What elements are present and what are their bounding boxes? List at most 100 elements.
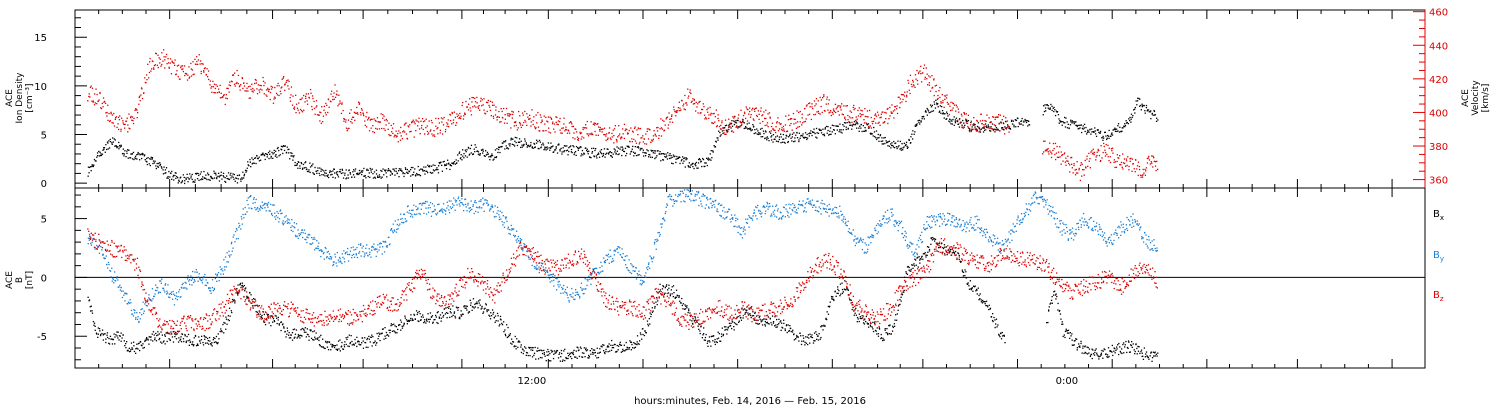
density-point	[1005, 121, 1007, 123]
velocity-point	[207, 70, 210, 72]
velocity-point	[990, 121, 992, 123]
bx-point	[654, 307, 656, 309]
velocity-point	[938, 90, 940, 92]
velocity-point	[96, 103, 98, 105]
velocity-point	[219, 84, 221, 87]
bx-point	[807, 334, 810, 336]
velocity-point	[626, 128, 628, 131]
bx-point	[714, 343, 716, 346]
density-point	[955, 120, 957, 122]
velocity-point	[511, 117, 513, 119]
velocity-point	[234, 85, 236, 87]
velocity-point	[965, 113, 967, 115]
density-point	[949, 121, 951, 123]
velocity-point	[974, 123, 976, 126]
velocity-point	[428, 120, 430, 122]
bx-point	[231, 311, 233, 314]
velocity-point	[848, 116, 851, 118]
velocity-point	[1152, 166, 1154, 168]
velocity-point	[917, 72, 920, 75]
density-point	[898, 145, 900, 147]
bx-point	[354, 338, 356, 341]
velocity-point	[838, 114, 840, 116]
density-point	[1042, 114, 1044, 116]
velocity-point	[1065, 157, 1067, 159]
velocity-point	[671, 115, 673, 117]
velocity-point	[322, 121, 324, 123]
bx-point	[725, 328, 727, 331]
density-point	[794, 140, 796, 142]
bx-point	[771, 315, 774, 317]
bx-point	[385, 331, 388, 334]
density-point	[616, 146, 618, 148]
density-point	[566, 149, 569, 151]
bx-point	[483, 308, 485, 310]
bx-point	[92, 321, 95, 323]
velocity-point	[858, 107, 860, 109]
velocity-point	[140, 94, 142, 96]
bx-point	[366, 337, 369, 339]
bx-point	[583, 347, 585, 349]
density-point	[875, 137, 877, 139]
density-point	[1044, 104, 1046, 106]
density-point	[198, 179, 200, 181]
density-point	[386, 176, 388, 178]
density-point	[747, 128, 749, 130]
density-point	[518, 141, 520, 143]
bx-point	[546, 354, 548, 356]
velocity-point	[105, 112, 107, 114]
bx-point	[684, 304, 686, 306]
velocity-point	[271, 86, 274, 88]
density-point	[849, 124, 851, 126]
bx-point	[841, 282, 843, 284]
bx-point	[314, 336, 316, 338]
density-point	[1134, 108, 1136, 110]
velocity-point	[967, 114, 970, 116]
density-point	[671, 162, 673, 164]
density-point	[1099, 132, 1101, 134]
bx-point	[693, 319, 695, 322]
velocity-point	[308, 97, 311, 99]
bx-point	[797, 336, 799, 338]
density-point	[749, 127, 751, 129]
density-point	[213, 172, 216, 174]
density-point	[1015, 119, 1018, 121]
bx-point	[225, 318, 228, 320]
velocity-point	[300, 98, 302, 101]
velocity-point	[143, 92, 145, 94]
bx-point	[745, 311, 747, 313]
bx-point	[393, 323, 395, 325]
velocity-point	[241, 77, 244, 80]
bx-point	[839, 283, 842, 285]
density-point	[137, 151, 139, 154]
bx-point	[442, 316, 444, 318]
bx-point	[585, 348, 587, 351]
bx-point	[623, 350, 625, 352]
density-point	[385, 172, 387, 174]
bx-point	[118, 339, 120, 341]
bx-point	[271, 315, 273, 317]
density-point	[1021, 117, 1023, 120]
density-point	[144, 154, 146, 156]
velocity-point	[579, 131, 581, 133]
bx-point	[694, 319, 697, 321]
density-point	[231, 175, 233, 177]
bx-point	[742, 309, 744, 311]
bx-point	[445, 312, 448, 314]
density-point	[614, 149, 616, 151]
density-point	[257, 158, 259, 160]
density-point	[523, 143, 525, 146]
density-point	[363, 175, 365, 177]
bx-point	[478, 302, 480, 304]
density-point	[1017, 125, 1019, 128]
velocity-point	[957, 108, 959, 110]
bx-point	[286, 327, 288, 329]
velocity-point	[518, 110, 520, 113]
velocity-point	[534, 128, 537, 130]
density-point	[275, 150, 277, 152]
bx-point	[276, 317, 278, 319]
density-point	[906, 145, 908, 147]
density-point	[392, 168, 394, 170]
density-point	[378, 174, 381, 176]
